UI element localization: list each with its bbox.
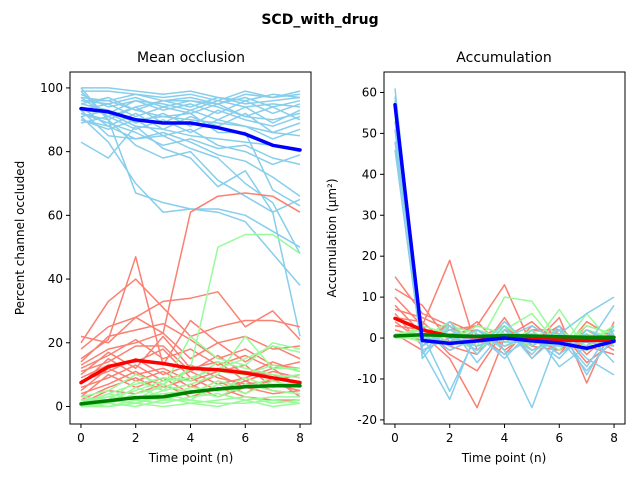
y-tick-label: 40 (362, 167, 377, 181)
mean-line (79, 106, 302, 152)
series-line (394, 100, 615, 376)
x-tick-label: 6 (241, 431, 249, 445)
series-line (80, 112, 301, 134)
series-line (80, 125, 301, 213)
series-line (394, 96, 615, 393)
series-line (80, 87, 301, 337)
series-line (394, 88, 615, 409)
series-line (80, 192, 301, 350)
series-line (394, 112, 615, 352)
plot-area (393, 88, 616, 409)
series-line (80, 109, 301, 153)
panel-accumulation: Accumulation Time point (n) Accumulation… (325, 50, 626, 465)
y-tick-label: 60 (362, 85, 377, 99)
y-axis-label: Accumulation (μm²) (325, 178, 339, 297)
series-line (394, 104, 615, 364)
y-tick-label: -10 (357, 372, 377, 386)
x-tick-label: 0 (77, 431, 85, 445)
series-line (81, 87, 301, 102)
y-tick-label: 30 (362, 208, 377, 222)
series-line (80, 322, 301, 370)
x-tick-label: 4 (501, 431, 509, 445)
y-axis-label: Percent channel occluded (13, 161, 27, 315)
y-tick-label: 60 (48, 208, 63, 222)
figure-suptitle: SCD_with_drug (261, 12, 378, 28)
series-line (394, 149, 615, 368)
series-line (80, 93, 301, 111)
x-tick-label: 4 (187, 431, 195, 445)
series-line (80, 109, 301, 254)
y-tick-label: 0 (55, 399, 63, 413)
y-tick-label: 40 (48, 272, 63, 286)
panel-mean-occlusion: Mean occlusion Time point (n) Percent ch… (13, 50, 312, 465)
series-line (80, 361, 301, 405)
y-tick-label: -20 (357, 413, 377, 427)
x-tick-label: 8 (610, 431, 618, 445)
x-tick-label: 0 (391, 431, 399, 445)
mean-line (79, 358, 302, 385)
plot-area (79, 87, 302, 408)
series-line (80, 364, 301, 389)
x-axis-label: Time point (n) (148, 451, 234, 465)
x-tick-label: 6 (555, 431, 563, 445)
panel-title: Accumulation (456, 50, 551, 66)
mean-line (393, 333, 616, 339)
x-tick-label: 2 (446, 431, 454, 445)
series-line (80, 335, 300, 401)
series-line (81, 399, 301, 408)
y-tick-label: 80 (48, 145, 63, 159)
series-line (80, 256, 301, 366)
series-line (80, 112, 301, 166)
series-line (394, 284, 615, 384)
y-tick-label: 20 (362, 249, 377, 263)
y-tick-label: 50 (362, 126, 377, 140)
series-line (80, 119, 301, 166)
mean-line (393, 102, 616, 351)
x-axis-label: Time point (n) (461, 451, 547, 465)
series-line (80, 96, 301, 111)
y-tick-label: 100 (40, 81, 63, 95)
y-tick-label: 0 (369, 331, 377, 345)
series-line (80, 338, 301, 370)
mean-line (79, 384, 302, 406)
series-line (80, 332, 301, 366)
series-line (80, 278, 301, 344)
series-line (80, 115, 301, 140)
series-line (80, 116, 301, 286)
x-tick-label: 2 (132, 431, 140, 445)
y-tick-label: 10 (362, 290, 377, 304)
y-tick-label: 20 (48, 336, 63, 350)
panel-title: Mean occlusion (137, 50, 245, 66)
series-line (81, 99, 301, 207)
series-line (80, 345, 301, 405)
x-tick-label: 8 (296, 431, 304, 445)
series-line (80, 90, 301, 102)
series-line (80, 99, 301, 115)
series-line (80, 399, 301, 408)
